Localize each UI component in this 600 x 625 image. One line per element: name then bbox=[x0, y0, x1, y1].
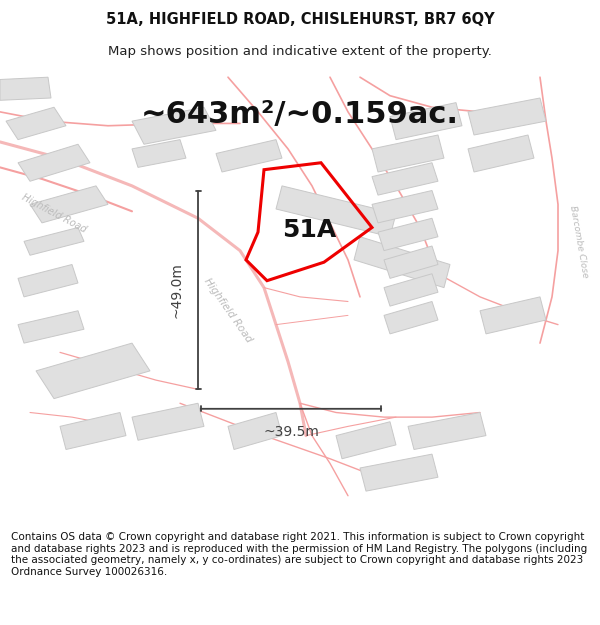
Polygon shape bbox=[372, 191, 438, 223]
Polygon shape bbox=[468, 135, 534, 172]
Polygon shape bbox=[132, 107, 216, 144]
Polygon shape bbox=[336, 422, 396, 459]
Polygon shape bbox=[354, 237, 450, 288]
Polygon shape bbox=[24, 228, 84, 255]
Polygon shape bbox=[18, 144, 90, 181]
Polygon shape bbox=[372, 162, 438, 195]
Polygon shape bbox=[0, 77, 51, 100]
Polygon shape bbox=[6, 107, 66, 139]
Text: ~39.5m: ~39.5m bbox=[263, 425, 319, 439]
Text: Barcombe Close: Barcombe Close bbox=[568, 204, 590, 278]
Text: ~49.0m: ~49.0m bbox=[169, 262, 183, 318]
Text: Map shows position and indicative extent of the property.: Map shows position and indicative extent… bbox=[108, 45, 492, 58]
Polygon shape bbox=[18, 311, 84, 343]
Polygon shape bbox=[390, 102, 462, 139]
Text: Highfield Road: Highfield Road bbox=[202, 277, 254, 345]
Polygon shape bbox=[378, 218, 438, 251]
Polygon shape bbox=[276, 186, 396, 237]
Polygon shape bbox=[30, 186, 108, 223]
Text: 51A, HIGHFIELD ROAD, CHISLEHURST, BR7 6QY: 51A, HIGHFIELD ROAD, CHISLEHURST, BR7 6Q… bbox=[106, 12, 494, 27]
Polygon shape bbox=[36, 343, 150, 399]
Polygon shape bbox=[216, 139, 282, 172]
Polygon shape bbox=[60, 412, 126, 449]
Text: ~643m²/~0.159ac.: ~643m²/~0.159ac. bbox=[141, 99, 459, 129]
Polygon shape bbox=[408, 412, 486, 449]
Text: Highfield Road: Highfield Road bbox=[20, 192, 88, 235]
Polygon shape bbox=[468, 98, 546, 135]
Polygon shape bbox=[480, 297, 546, 334]
Text: 51A: 51A bbox=[282, 217, 336, 242]
Polygon shape bbox=[384, 246, 438, 278]
Text: Contains OS data © Crown copyright and database right 2021. This information is : Contains OS data © Crown copyright and d… bbox=[11, 532, 587, 577]
Polygon shape bbox=[18, 264, 78, 297]
Polygon shape bbox=[132, 139, 186, 168]
Polygon shape bbox=[132, 403, 204, 440]
Polygon shape bbox=[372, 135, 444, 172]
Polygon shape bbox=[384, 274, 438, 306]
Polygon shape bbox=[384, 301, 438, 334]
Polygon shape bbox=[360, 454, 438, 491]
Polygon shape bbox=[228, 412, 282, 449]
